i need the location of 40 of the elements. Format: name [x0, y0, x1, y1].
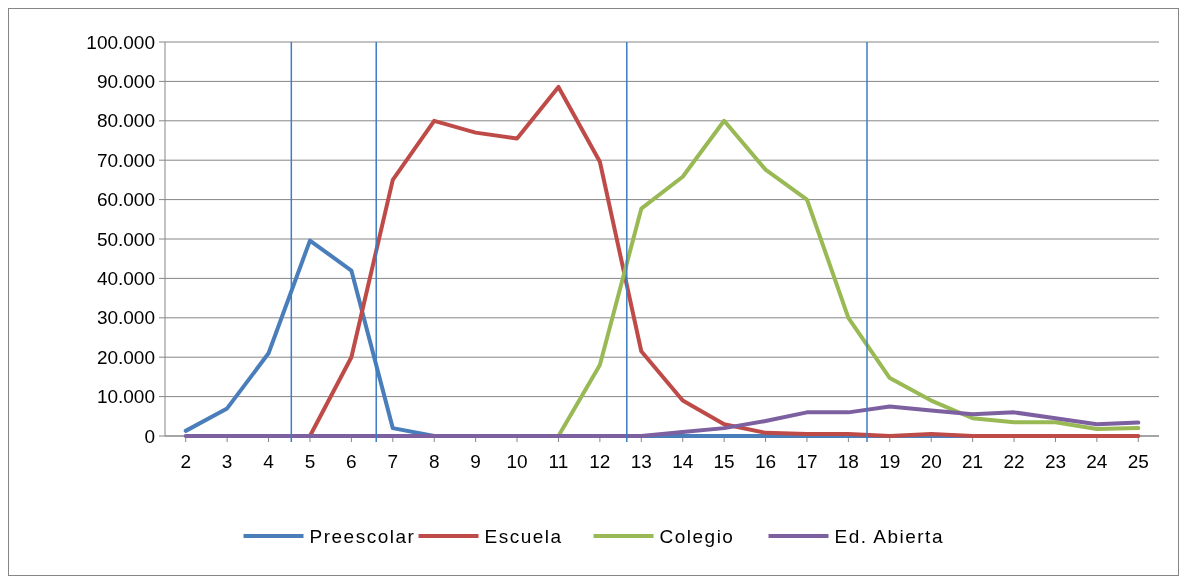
legend-label: Escuela — [484, 525, 563, 547]
y-tick-label: 10.000 — [96, 386, 155, 408]
y-tick-label: 20.000 — [96, 346, 155, 368]
y-tick-label: 90.000 — [96, 71, 155, 93]
y-tick-label: 60.000 — [96, 189, 155, 211]
legend-label: Ed. Abierta — [834, 525, 944, 547]
y-tick-label: 80.000 — [96, 110, 155, 132]
x-tick-label: 9 — [470, 451, 481, 472]
x-tick-label: 25 — [1127, 451, 1149, 472]
x-tick-label: 4 — [263, 451, 275, 472]
y-tick-label: 70.000 — [96, 149, 155, 171]
x-tick-label: 14 — [672, 451, 694, 472]
x-tick-label: 22 — [1003, 451, 1025, 472]
y-tick-label: 30.000 — [96, 307, 155, 329]
x-tick-label: 17 — [796, 451, 818, 472]
x-tick-label: 19 — [879, 451, 901, 472]
x-tick-label: 5 — [304, 451, 316, 472]
x-tick-label: 3 — [221, 451, 233, 472]
x-tick-label: 6 — [346, 451, 357, 472]
line-series — [183, 404, 1141, 438]
x-tick-label: 12 — [589, 451, 611, 472]
x-tick-label: 2 — [180, 451, 191, 472]
x-tick-label: 23 — [1044, 451, 1067, 472]
y-tick-label: 100.000 — [86, 31, 155, 53]
x-tick-label: 11 — [548, 451, 569, 472]
legend-label: Colegio — [659, 525, 735, 547]
x-tick-label: 16 — [754, 451, 777, 472]
x-tick-label: 18 — [837, 451, 859, 472]
x-tick-label: 7 — [387, 451, 399, 472]
y-tick-label: 50.000 — [96, 228, 155, 250]
y-tick-label: 0 — [144, 425, 155, 447]
x-tick-label: 13 — [630, 451, 652, 472]
x-tick-label: 21 — [962, 451, 984, 472]
legend-label: Preescolar — [309, 525, 416, 547]
x-tick-label: 8 — [428, 451, 440, 472]
x-tick-label: 15 — [713, 451, 735, 472]
x-tick-label: 24 — [1086, 451, 1108, 472]
y-tick-label: 40.000 — [96, 268, 155, 290]
x-tick-label: 10 — [506, 451, 528, 472]
x-tick-label: 20 — [920, 451, 942, 472]
